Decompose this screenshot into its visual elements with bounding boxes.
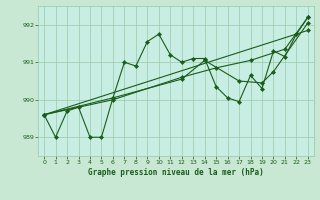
- X-axis label: Graphe pression niveau de la mer (hPa): Graphe pression niveau de la mer (hPa): [88, 168, 264, 177]
